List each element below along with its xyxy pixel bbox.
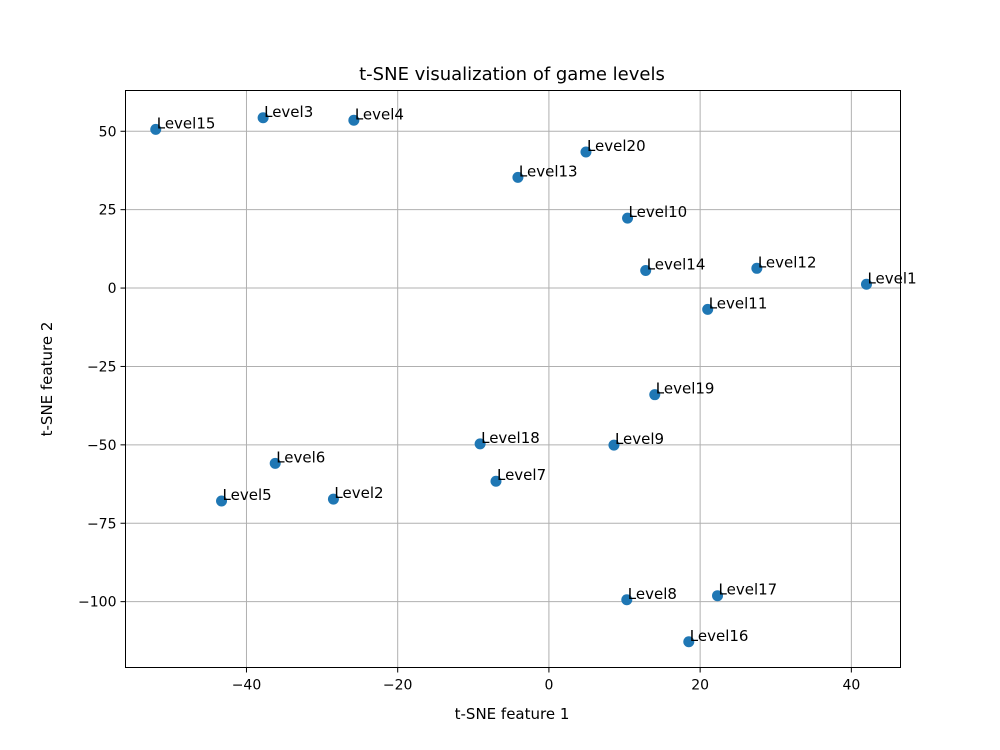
point-label: Level13 [519,162,578,180]
point-label: Level18 [481,429,540,447]
data-point [216,495,228,507]
point-label: Level2 [334,484,383,502]
x-tick-label: 40 [842,678,860,694]
point-label: Level1 [867,269,916,287]
grid-lines [125,90,901,668]
point-labels: Level1 Level2 Level3 Level4 Level5 Level6 Leve… [157,103,917,645]
y-tick-label: −25 [87,359,117,375]
data-point [621,594,633,606]
point-label: Level15 [157,114,216,132]
y-tick-label: −75 [87,516,117,532]
data-point [751,262,763,274]
y-tick-label: −100 [78,595,116,611]
point-label: Level17 [719,581,778,599]
point-label: Level11 [709,294,768,312]
point-label: Level8 [628,585,677,603]
data-point [580,146,592,158]
data-points [150,112,872,648]
plot-frame [125,90,901,668]
data-point [150,123,162,135]
y-tick-label: 25 [99,203,117,219]
point-label: Level16 [690,627,749,645]
x-tick-label: 0 [544,678,553,694]
data-point [712,590,724,602]
point-label: Level10 [629,203,688,221]
data-point [512,171,524,183]
chart-title: t-SNE visualization of game levels [359,64,665,85]
data-point [702,303,714,315]
x-axis-label: t-SNE feature 1 [455,705,570,723]
point-label: Level7 [497,466,546,484]
data-point [649,389,661,401]
axis-ticks: −40 −20 0 20 40 50 25 0 −25 −50 −75 −100 [78,124,860,693]
point-label: Level4 [355,105,404,123]
data-point [327,493,339,505]
data-point [474,438,486,450]
x-tick-label: −40 [232,678,262,694]
point-label: Level14 [647,255,706,273]
data-point [683,636,695,648]
data-point [622,212,634,224]
y-tick-label: 0 [108,281,117,297]
y-tick-label: −50 [87,438,117,454]
data-point [640,264,652,276]
data-point [348,114,360,126]
point-label: Level5 [223,486,272,504]
point-label: Level3 [264,103,313,121]
data-point [608,439,620,451]
data-point [490,475,502,487]
point-label: Level6 [276,448,325,466]
point-label: Level20 [587,137,646,155]
y-axis-label: t-SNE feature 2 [38,322,56,437]
x-tick-label: 20 [691,678,709,694]
point-label: Level9 [615,430,664,448]
point-label: Level19 [656,380,715,398]
data-point [257,112,269,124]
y-tick-label: 50 [99,124,117,140]
data-point [860,278,872,290]
point-label: Level12 [758,253,817,271]
data-point [269,457,281,469]
x-tick-label: −20 [383,678,413,694]
